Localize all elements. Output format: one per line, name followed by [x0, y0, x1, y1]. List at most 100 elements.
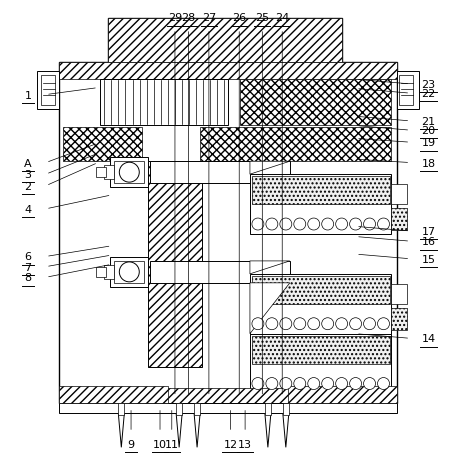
- Bar: [40, 76, 54, 106]
- Bar: [110, 158, 148, 188]
- Circle shape: [280, 219, 292, 231]
- Circle shape: [252, 318, 264, 330]
- Bar: [104, 166, 114, 180]
- Circle shape: [364, 219, 375, 231]
- Text: 21: 21: [421, 117, 435, 127]
- Bar: [96, 168, 106, 178]
- Bar: [391, 185, 407, 205]
- Polygon shape: [194, 413, 200, 447]
- Bar: [109, 19, 342, 63]
- Text: 7: 7: [24, 262, 31, 272]
- Circle shape: [378, 318, 390, 330]
- Bar: [118, 404, 124, 415]
- Circle shape: [280, 318, 292, 330]
- Circle shape: [336, 318, 348, 330]
- Bar: [59, 63, 397, 80]
- Bar: [250, 175, 391, 234]
- Circle shape: [322, 378, 334, 390]
- Circle shape: [266, 219, 278, 231]
- Text: 12: 12: [223, 439, 238, 449]
- Bar: [391, 209, 407, 231]
- Text: 6: 6: [25, 252, 31, 262]
- Bar: [288, 386, 397, 404]
- Bar: [252, 177, 390, 205]
- Text: 26: 26: [232, 13, 246, 23]
- Text: 29: 29: [168, 13, 182, 23]
- Text: 23: 23: [421, 80, 435, 90]
- Text: 3: 3: [25, 170, 31, 180]
- Polygon shape: [250, 162, 290, 175]
- Circle shape: [336, 219, 348, 231]
- Circle shape: [322, 219, 334, 231]
- Text: 24: 24: [275, 13, 289, 23]
- Text: 19: 19: [421, 138, 435, 148]
- Circle shape: [364, 378, 375, 390]
- Bar: [96, 267, 106, 277]
- Bar: [59, 386, 168, 404]
- Bar: [176, 404, 182, 415]
- Circle shape: [308, 378, 320, 390]
- Bar: [150, 162, 290, 184]
- Text: 18: 18: [421, 158, 435, 168]
- Bar: [391, 284, 407, 304]
- Bar: [200, 128, 391, 162]
- Text: 20: 20: [421, 126, 435, 136]
- Circle shape: [336, 378, 348, 390]
- Circle shape: [308, 318, 320, 330]
- Text: 4: 4: [24, 204, 31, 214]
- Polygon shape: [283, 413, 289, 447]
- Circle shape: [364, 318, 375, 330]
- Circle shape: [252, 219, 264, 231]
- Text: 22: 22: [421, 89, 435, 99]
- Circle shape: [266, 318, 278, 330]
- Text: 13: 13: [238, 439, 252, 449]
- Circle shape: [308, 219, 320, 231]
- Polygon shape: [250, 261, 290, 274]
- Bar: [252, 276, 390, 304]
- Circle shape: [119, 163, 139, 183]
- Circle shape: [294, 378, 306, 390]
- Text: 28: 28: [182, 13, 196, 23]
- Text: 10: 10: [153, 439, 167, 449]
- Bar: [104, 265, 114, 279]
- Circle shape: [350, 219, 361, 231]
- Circle shape: [294, 318, 306, 330]
- Text: 16: 16: [421, 237, 435, 247]
- Circle shape: [280, 378, 292, 390]
- Bar: [114, 261, 144, 283]
- Bar: [110, 257, 148, 287]
- Bar: [100, 80, 228, 126]
- Bar: [150, 261, 290, 283]
- Bar: [283, 404, 289, 415]
- Text: 1: 1: [25, 90, 31, 100]
- Text: 9: 9: [128, 439, 134, 449]
- Text: 27: 27: [202, 13, 216, 23]
- Text: 2: 2: [24, 181, 31, 191]
- Bar: [240, 80, 391, 126]
- Bar: [109, 19, 342, 63]
- Circle shape: [252, 378, 264, 390]
- Bar: [63, 128, 142, 162]
- Text: 11: 11: [165, 439, 179, 449]
- Text: 15: 15: [421, 254, 435, 264]
- Bar: [400, 76, 414, 106]
- Circle shape: [350, 318, 361, 330]
- Bar: [391, 308, 407, 330]
- Bar: [250, 274, 391, 334]
- Bar: [194, 404, 200, 415]
- Circle shape: [119, 263, 139, 282]
- Bar: [148, 162, 202, 367]
- Circle shape: [266, 378, 278, 390]
- Circle shape: [294, 219, 306, 231]
- Bar: [114, 162, 144, 184]
- Bar: [37, 72, 59, 110]
- Circle shape: [378, 219, 390, 231]
- Bar: [252, 336, 390, 364]
- Polygon shape: [265, 413, 271, 447]
- Bar: [397, 72, 419, 110]
- Bar: [265, 404, 271, 415]
- Circle shape: [322, 318, 334, 330]
- Bar: [59, 388, 397, 404]
- Text: 17: 17: [421, 226, 435, 237]
- Polygon shape: [118, 413, 124, 447]
